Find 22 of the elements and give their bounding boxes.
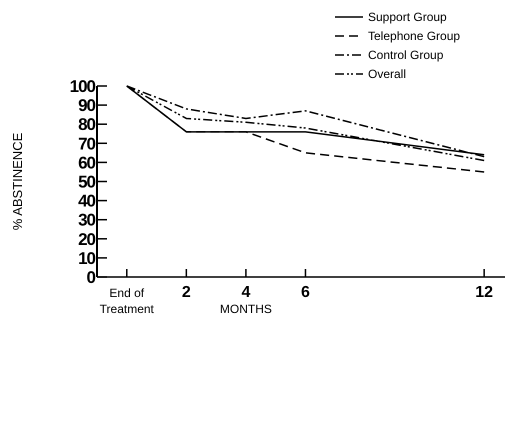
x-tick-label: End of Treatment (100, 286, 155, 316)
y-tick-label: 20 (78, 230, 96, 249)
x-tick-label: 4 (241, 284, 250, 301)
y-tick-label: 70 (78, 134, 96, 154)
y-tick-label: 40 (78, 192, 96, 211)
y-tick-label: 10 (78, 248, 96, 268)
x-tick-label: 12 (475, 284, 494, 301)
y-tick-label: 0 (86, 268, 96, 287)
legend-label: Support Group (368, 10, 448, 24)
y-tick-label: 90 (78, 96, 96, 116)
y-tick-label: 50 (78, 172, 96, 192)
y-tick-label: 60 (78, 153, 96, 172)
y-tick-label: 30 (78, 210, 96, 230)
x-tick-label: 2 (182, 284, 191, 301)
y-axis-title: % ABSTINENCE (10, 132, 25, 230)
legend-label: Overall (368, 67, 406, 82)
y-tick-label: 80 (78, 115, 96, 134)
legend-label: Telephone Group (368, 29, 460, 44)
y-tick-label: 100 (70, 76, 96, 96)
x-axis-title: MONTHS (220, 302, 272, 316)
x-tick-label: 6 (301, 284, 310, 301)
legend-label: Control Group (368, 48, 444, 62)
